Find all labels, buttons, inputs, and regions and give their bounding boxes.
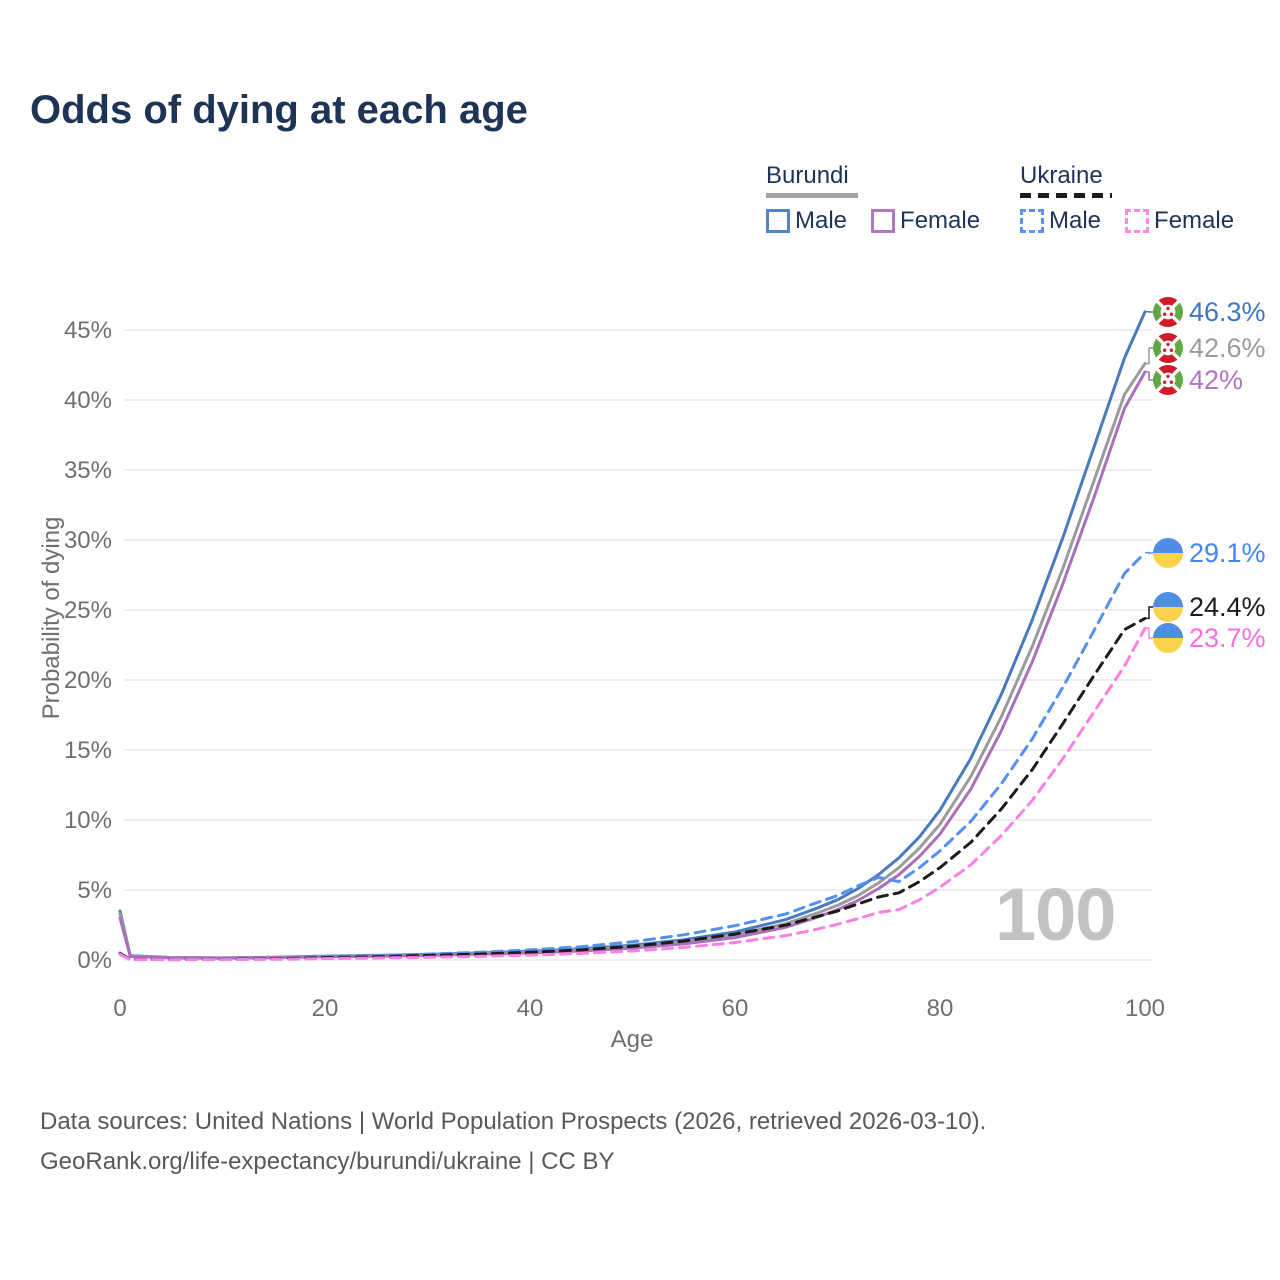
y-tick-label: 30% bbox=[64, 527, 112, 554]
attribution-note: GeoRank.org/life-expectancy/burundi/ukra… bbox=[40, 1148, 615, 1175]
series-end-value: 23.7% bbox=[1189, 623, 1266, 653]
x-tick-label: 0 bbox=[113, 995, 126, 1022]
ukraine-flag-icon bbox=[1153, 538, 1183, 568]
y-tick-label: 5% bbox=[77, 877, 112, 904]
legend-country-burundi: Burundi bbox=[766, 162, 849, 189]
burundi-male-swatch-icon bbox=[766, 209, 790, 233]
ukraine-line-sample bbox=[1020, 193, 1112, 198]
burundi-line-sample bbox=[766, 193, 858, 198]
data-sources-note: Data sources: United Nations | World Pop… bbox=[40, 1108, 987, 1135]
series-line-ukraine-both bbox=[118, 616, 1147, 962]
end-label-connector bbox=[1145, 627, 1153, 639]
series-line-burundi-both bbox=[118, 362, 1147, 960]
legend-country-ukraine: Ukraine bbox=[1020, 162, 1103, 189]
legend-group-burundi: Burundi Male Female bbox=[766, 162, 1004, 235]
end-label-connector bbox=[1145, 606, 1153, 620]
legend-item-ukraine-male[interactable]: Male bbox=[1020, 207, 1101, 235]
burundi-flag-icon bbox=[1153, 333, 1183, 363]
legend-item-burundi-male[interactable]: Male bbox=[766, 207, 847, 235]
y-tick-label: 35% bbox=[64, 457, 112, 484]
series-line-burundi-male bbox=[118, 310, 1147, 960]
y-tick-label: 45% bbox=[64, 317, 112, 344]
series-line-ukraine-female bbox=[118, 626, 1147, 962]
x-axis-title: Age bbox=[610, 1026, 654, 1053]
y-axis-title: Probability of dying bbox=[38, 516, 65, 720]
legend-item-burundi-female[interactable]: Female bbox=[871, 207, 980, 235]
burundi-flag-icon bbox=[1153, 297, 1183, 327]
legend-label: Female bbox=[1154, 207, 1235, 234]
ukraine-male-swatch-icon bbox=[1020, 209, 1044, 233]
series-end-value: 46.3% bbox=[1189, 297, 1266, 327]
legend-label: Male bbox=[1049, 207, 1102, 234]
series-end-value: 24.4% bbox=[1189, 592, 1266, 622]
series-end-value: 42% bbox=[1189, 365, 1243, 395]
end-label-layer: 46.3% 42.6%42% 29.1% 24.4%23.7% bbox=[1145, 297, 1266, 653]
y-tick-label: 20% bbox=[64, 667, 112, 694]
burundi-flag-icon bbox=[1153, 365, 1183, 395]
end-label-connector bbox=[1145, 347, 1153, 365]
end-label-connector bbox=[1145, 371, 1153, 381]
x-tick-label: 60 bbox=[722, 995, 749, 1022]
ukraine-female-swatch-icon bbox=[1125, 209, 1150, 233]
y-tick-label: 10% bbox=[64, 807, 112, 834]
age-watermark: 100 bbox=[995, 873, 1116, 956]
series-end-value: 29.1% bbox=[1189, 538, 1266, 568]
ukraine-flag-icon bbox=[1153, 592, 1183, 622]
x-tick-label: 20 bbox=[312, 995, 339, 1022]
x-tick-label: 100 bbox=[1125, 995, 1165, 1022]
legend-label: Female bbox=[900, 207, 981, 234]
series-line-ukraine-male bbox=[118, 551, 1147, 961]
burundi-female-swatch-icon bbox=[871, 209, 896, 233]
grid-layer: 0% 5% 10% 15% 20% 25% 30% 35% 40% 45% 0 20 40 60 80 100 bbox=[64, 317, 1165, 1022]
legend-label: Male bbox=[795, 207, 848, 234]
legend-item-ukraine-female[interactable]: Female bbox=[1125, 207, 1234, 235]
page-title: Odds of dying at each age bbox=[30, 88, 528, 132]
y-tick-label: 15% bbox=[64, 737, 112, 764]
series-layer bbox=[118, 310, 1147, 962]
ukraine-flag-icon bbox=[1153, 623, 1183, 653]
legend-group-ukraine: Ukraine Male Female bbox=[1020, 162, 1258, 235]
x-tick-label: 40 bbox=[517, 995, 544, 1022]
y-tick-label: 0% bbox=[77, 947, 112, 974]
x-tick-label: 80 bbox=[927, 995, 954, 1022]
y-tick-label: 25% bbox=[64, 597, 112, 624]
series-end-value: 42.6% bbox=[1189, 333, 1266, 363]
y-tick-label: 40% bbox=[64, 387, 112, 414]
series-line-burundi-female bbox=[118, 370, 1147, 960]
